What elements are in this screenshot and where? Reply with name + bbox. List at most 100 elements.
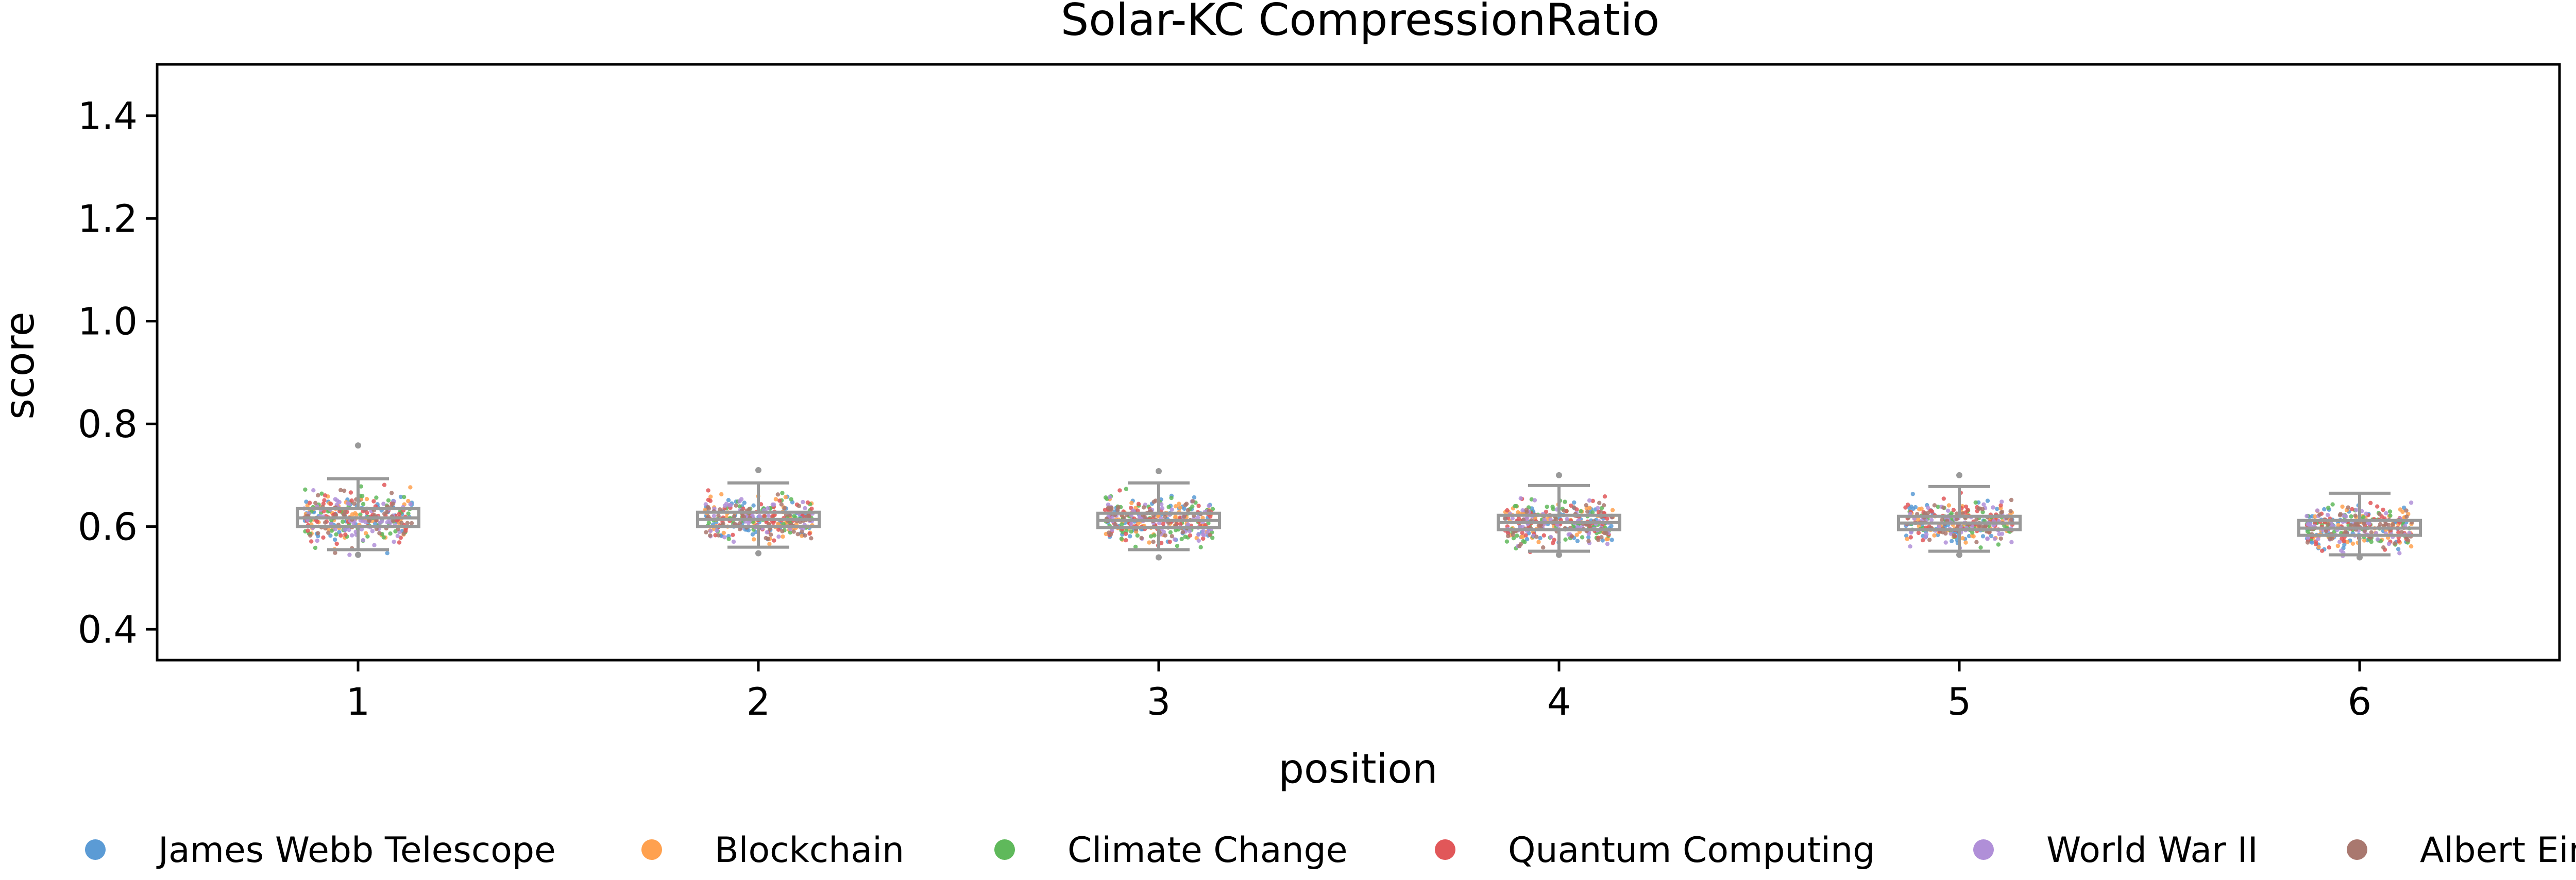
data-point [788, 530, 793, 535]
data-point [350, 533, 354, 538]
data-point [1908, 535, 1913, 540]
data-point [372, 543, 377, 547]
data-point [361, 538, 365, 543]
data-point [784, 512, 789, 517]
data-point [334, 541, 339, 546]
data-point [2313, 514, 2317, 519]
x-axis-label: position [1279, 746, 1438, 792]
data-point [408, 502, 413, 507]
data-point [2387, 509, 2393, 514]
outlier-point [1956, 472, 1962, 478]
plot-area [296, 442, 2422, 561]
data-point [1597, 501, 1602, 505]
legend-label: Albert Einstein [2420, 830, 2576, 871]
data-point [341, 512, 346, 517]
x-tick-label: 3 [1147, 680, 1171, 724]
data-point [381, 502, 386, 506]
data-point [704, 530, 708, 534]
data-point [1999, 509, 2005, 514]
data-point [1116, 505, 1121, 510]
legend-item: Quantum Computing [1435, 830, 1875, 871]
data-point [752, 537, 756, 542]
data-point [1107, 495, 1112, 499]
data-point [351, 521, 356, 526]
data-point [1941, 496, 1946, 501]
data-point [766, 506, 770, 511]
legend-label: Blockchain [715, 830, 904, 871]
data-point [718, 507, 722, 512]
data-point [1196, 532, 1201, 537]
data-point [1208, 514, 1213, 519]
data-point [775, 492, 781, 497]
data-point [1562, 508, 1566, 513]
data-point [1120, 522, 1124, 527]
data-point [358, 512, 363, 517]
data-point [2377, 512, 2382, 516]
data-point [737, 504, 742, 509]
data-point [2350, 507, 2354, 511]
data-point [1188, 529, 1192, 533]
data-point [771, 520, 776, 525]
data-point [392, 540, 396, 544]
data-point [319, 491, 324, 496]
data-point [1602, 494, 1607, 499]
y-tick-label: 0.4 [78, 608, 138, 652]
outlier-point [1556, 472, 1562, 478]
data-point [1152, 533, 1157, 538]
data-point [2320, 548, 2325, 553]
data-point [2406, 538, 2411, 543]
data-point [2349, 514, 2353, 519]
data-point [2392, 541, 2397, 546]
data-point [1970, 533, 1975, 538]
data-point [1596, 538, 1601, 542]
data-point [1195, 515, 1200, 520]
data-point [721, 530, 726, 536]
data-point [1522, 540, 1527, 544]
data-point [1605, 542, 1610, 546]
data-point [1945, 508, 1951, 513]
y-tick-label: 0.8 [78, 403, 138, 446]
data-point [1977, 506, 1982, 511]
data-point [800, 533, 804, 538]
data-point [401, 531, 406, 536]
data-point [1586, 535, 1591, 540]
data-point [306, 528, 310, 533]
data-point [1505, 508, 1510, 513]
data-point [338, 488, 343, 492]
data-point [781, 534, 785, 539]
box-group-2 [696, 467, 821, 557]
data-point [364, 497, 369, 502]
data-point [1520, 530, 1524, 536]
data-point [1571, 505, 1577, 510]
data-point [2326, 505, 2331, 510]
data-point [766, 513, 771, 518]
data-point [1981, 502, 1986, 507]
data-point [1609, 538, 1614, 542]
x-tick-label: 6 [2348, 680, 2371, 724]
data-point [1201, 533, 1207, 538]
data-point [804, 514, 809, 519]
data-point [1161, 521, 1165, 526]
legend-item: Climate Change [994, 830, 1348, 871]
data-point [409, 521, 414, 526]
outlier-point [755, 550, 761, 557]
data-point [2364, 511, 2368, 516]
data-point [311, 488, 316, 493]
data-point [2400, 509, 2405, 514]
data-point [1590, 498, 1595, 503]
data-point [1510, 516, 1515, 521]
data-point [1907, 506, 1912, 510]
data-point [1943, 540, 1948, 545]
data-point [1519, 534, 1524, 540]
data-point [350, 512, 355, 517]
data-point [1523, 533, 1528, 538]
data-point [772, 538, 776, 543]
data-point [408, 485, 413, 490]
data-point [1524, 537, 1530, 542]
data-point [1579, 509, 1583, 514]
data-point [1160, 506, 1165, 511]
data-point [2328, 537, 2332, 541]
data-point [363, 531, 368, 536]
x-tick-label: 2 [747, 680, 770, 724]
data-point [1963, 540, 1968, 545]
